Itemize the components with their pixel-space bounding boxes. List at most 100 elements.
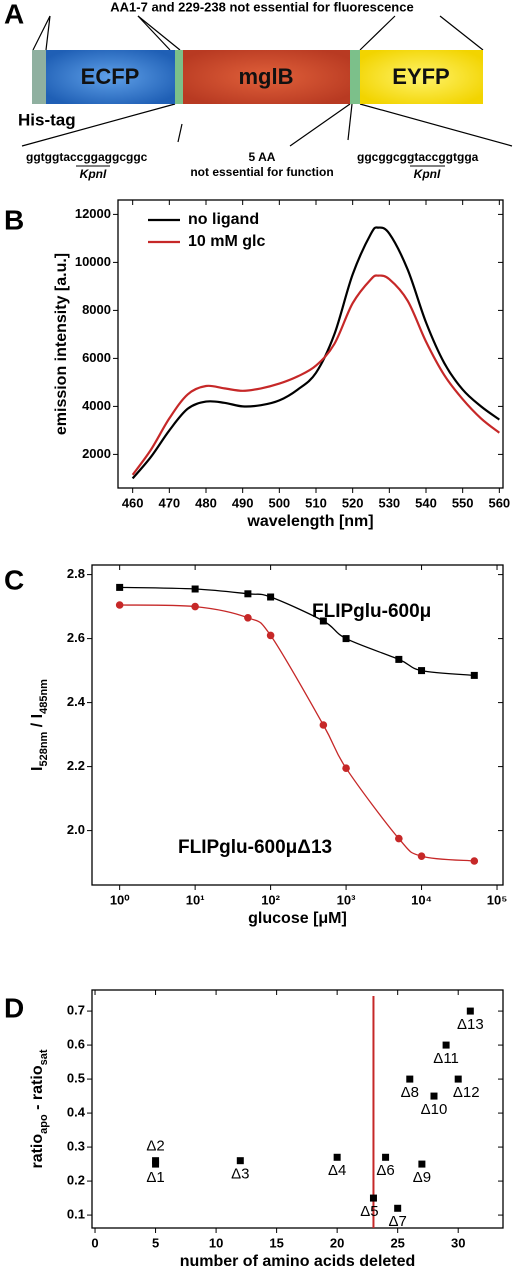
x-tick-label: 10¹ — [186, 892, 205, 907]
x-tick-label: 10⁵ — [487, 892, 508, 907]
point-label: Δ11 — [433, 1050, 459, 1067]
x-tick-label: 510 — [305, 495, 327, 510]
y-tick-label: 4000 — [82, 398, 111, 413]
y-label-part: / I — [29, 714, 46, 732]
y-tick-label: 12000 — [75, 206, 111, 221]
legend-label: 10 mM glc — [188, 233, 265, 250]
sequence: ggtggtaccggaggcggc — [26, 150, 148, 164]
panel-label: A — [4, 0, 24, 29]
y-tick-label: 6000 — [82, 350, 111, 365]
x-tick-label: 550 — [452, 495, 474, 510]
x-tick-label: 10⁴ — [411, 892, 432, 907]
marker — [470, 671, 478, 679]
marker — [342, 764, 350, 772]
y-tick-label: 2000 — [82, 446, 111, 461]
connector-lines — [21, 15, 513, 147]
x-tick-label: 490 — [232, 495, 254, 510]
x-tick-label: 10³ — [337, 892, 356, 907]
series-label: FLIPglu-600μΔ13 — [178, 837, 332, 858]
site-label: KpnI — [80, 167, 107, 181]
sequence: ggcggcggtaccggtgga — [357, 150, 479, 164]
marker — [191, 585, 199, 593]
mglb-box — [183, 50, 350, 104]
site-label: KpnI — [414, 167, 441, 181]
his-tag-label: His-tag — [18, 110, 76, 129]
point-label: Δ5 — [360, 1203, 378, 1220]
y-tick-label: 2.0 — [67, 822, 85, 837]
marker — [342, 635, 350, 643]
marker — [116, 583, 124, 591]
y-tick-label: 0.4 — [67, 1105, 86, 1120]
point-label: Δ8 — [401, 1084, 419, 1101]
marker — [244, 614, 252, 622]
point-label: Δ9 — [413, 1169, 431, 1186]
y-tick-label: 8000 — [82, 302, 111, 317]
y-label-part: apo — [38, 1114, 50, 1134]
point — [382, 1153, 390, 1161]
marker — [395, 834, 403, 843]
point — [369, 1194, 377, 1202]
point — [454, 1075, 462, 1083]
his-tag-box — [32, 50, 46, 104]
series-line — [131, 226, 500, 480]
marker — [395, 655, 403, 663]
x-axis-label: wavelength [nm] — [246, 513, 373, 530]
y-tick-label: 0.7 — [67, 1003, 85, 1018]
point — [236, 1157, 244, 1165]
x-tick-label: 540 — [415, 495, 437, 510]
point-label: Δ12 — [453, 1084, 480, 1101]
y-tick-label: 2.4 — [67, 694, 86, 709]
x-tick-label: 460 — [122, 495, 144, 510]
point-label: Δ1 — [146, 1169, 164, 1186]
y-axis-label: ratioapo - ratiosat — [29, 1049, 50, 1168]
panel-label: B — [4, 204, 24, 235]
plot-frame — [117, 199, 504, 489]
y-label-part: 485nm — [38, 679, 50, 714]
point — [430, 1092, 438, 1100]
plot-frame — [91, 989, 504, 1229]
point — [406, 1075, 414, 1083]
y-tick-label: 10000 — [75, 254, 111, 269]
y-label-part: ratio — [29, 1134, 46, 1169]
point-label: Δ2 — [146, 1138, 164, 1155]
x-tick-label: 10⁰ — [110, 892, 130, 907]
y-label-part: sat — [38, 1049, 50, 1065]
y-tick-label: 0.6 — [67, 1037, 85, 1052]
point-label: Δ3 — [231, 1166, 249, 1183]
y-label-part: 528nm — [38, 731, 50, 766]
domain-label: ECFP — [81, 64, 140, 89]
x-axis-label: glucose [μM] — [248, 910, 347, 927]
y-tick-label: 2.2 — [67, 758, 85, 773]
y-axis-label: emission intensity [a.u.] — [53, 253, 70, 435]
marker — [244, 590, 252, 598]
x-tick-label: 5 — [152, 1235, 159, 1250]
panel-label: C — [4, 564, 24, 595]
marker — [267, 593, 275, 601]
point — [418, 1160, 426, 1168]
x-axis-label: number of amino acids deleted — [180, 1253, 416, 1270]
marker — [470, 857, 479, 865]
marker — [319, 721, 328, 729]
y-tick-label: 2.6 — [67, 630, 85, 645]
top-note: AA1-7 and 229-238 not essential for fluo… — [110, 0, 413, 14]
domain-label: EYFP — [392, 64, 449, 89]
x-tick-label: 20 — [330, 1235, 344, 1250]
point — [466, 1007, 474, 1015]
marker — [418, 667, 426, 675]
linker — [350, 50, 360, 104]
eyfp-box — [360, 50, 483, 104]
point-label: Δ7 — [388, 1213, 406, 1230]
x-tick-label: 530 — [378, 495, 400, 510]
x-tick-label: 10² — [261, 892, 280, 907]
plot-frame — [91, 564, 504, 886]
y-tick-label: 2.8 — [67, 566, 85, 581]
x-tick-label: 470 — [158, 495, 180, 510]
linker — [175, 50, 183, 104]
point — [333, 1153, 341, 1161]
x-tick-label: 480 — [195, 495, 217, 510]
series-line — [119, 604, 475, 862]
x-tick-label: 10 — [209, 1235, 223, 1250]
x-tick-label: 0 — [91, 1235, 98, 1250]
point — [442, 1041, 450, 1049]
point-label: Δ10 — [421, 1101, 448, 1118]
